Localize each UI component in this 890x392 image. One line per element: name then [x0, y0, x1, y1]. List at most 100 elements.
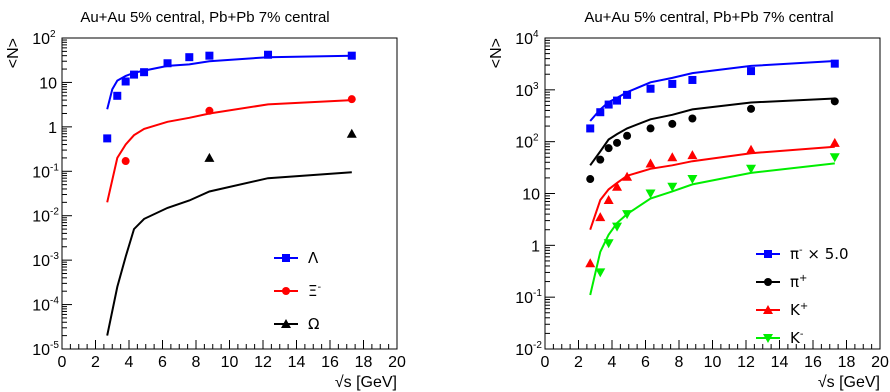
y-tick-exponent: 2	[50, 29, 56, 40]
x-tick-label: 8	[675, 354, 684, 371]
data-point	[668, 79, 677, 88]
series-line	[589, 145, 835, 231]
series-2	[106, 128, 357, 336]
legend-label: π+	[790, 273, 807, 291]
series-0	[103, 50, 356, 143]
data-point	[746, 164, 757, 174]
data-point	[121, 77, 130, 86]
legend-marker	[764, 278, 772, 286]
series-line	[589, 60, 835, 122]
data-point	[130, 70, 139, 79]
y-tick-label: 10	[515, 135, 533, 152]
x-tick-label: 0	[58, 354, 67, 371]
x-tick-label: 16	[321, 354, 339, 371]
series-line	[106, 99, 352, 203]
y-axis-label: <N>	[5, 38, 22, 68]
y-tick-exponent: -3	[50, 251, 59, 262]
x-tick-label: 18	[355, 354, 373, 371]
series-line	[589, 97, 835, 166]
data-point	[645, 189, 656, 199]
y-tick-label: 10	[515, 290, 533, 307]
x-tick-label: 8	[192, 354, 201, 371]
data-point	[595, 212, 606, 222]
data-point	[612, 222, 623, 232]
data-point	[746, 144, 757, 154]
data-point	[603, 239, 614, 249]
series-line	[106, 171, 352, 336]
legend-entry: π- × 5.0	[756, 245, 849, 263]
x-tick-label: 14	[288, 354, 306, 371]
y-tick-label: 10	[39, 75, 57, 92]
legend-entry: Ω	[274, 315, 319, 333]
legend-marker	[281, 319, 291, 328]
x-tick-label: 4	[608, 354, 617, 371]
y-tick-exponent: -4	[50, 296, 59, 307]
y-tick-exponent: 3	[533, 81, 539, 92]
plot-frame	[544, 37, 881, 350]
data-point	[747, 67, 756, 76]
series-1	[106, 95, 356, 203]
data-point	[204, 152, 215, 162]
y-tick-exponent: -2	[50, 207, 59, 218]
x-tick-label: 14	[771, 354, 789, 371]
x-tick-label: 10	[221, 354, 239, 371]
x-axis-label: √s [GeV]	[818, 374, 880, 391]
x-axis-label: √s [GeV]	[335, 374, 397, 391]
data-point	[205, 106, 214, 115]
data-point	[586, 175, 595, 184]
data-point	[347, 51, 356, 60]
y-tick-exponent: 2	[533, 133, 539, 144]
plot-frame	[61, 37, 398, 350]
x-tick-label: 12	[254, 354, 272, 371]
y-axis-label: <N>	[488, 38, 505, 68]
y-tick-label: 10	[32, 342, 50, 359]
chart-right: Au+Au 5% central, Pb+Pb 7% central 0 2 4 6 8 1…	[488, 9, 889, 391]
chart-title: Au+Au 5% central, Pb+Pb 7% central	[80, 9, 329, 26]
data-point	[264, 50, 273, 59]
series-2	[585, 137, 840, 268]
y-tick-label: 10	[32, 253, 50, 270]
y-tick-label: 10	[32, 298, 50, 315]
data-point	[596, 155, 605, 164]
y-tick-label: 10	[522, 187, 540, 204]
data-point	[113, 91, 122, 100]
x-tick-label: 20	[871, 354, 889, 371]
data-point	[347, 95, 356, 104]
legend-marker	[282, 287, 290, 295]
legend-label: π- × 5.0	[790, 245, 849, 263]
data-point	[667, 182, 678, 192]
data-point	[613, 138, 622, 147]
legend-label: Ω	[308, 315, 319, 333]
y-tick-exponent: -1	[533, 288, 542, 299]
data-point	[595, 268, 606, 278]
legend-label: K-	[790, 329, 804, 347]
y-tick-exponent: -2	[533, 340, 542, 351]
y-tick-label: 10	[32, 31, 50, 48]
data-point	[140, 68, 149, 77]
y-tick-label: 10	[32, 209, 50, 226]
legend-marker	[282, 254, 290, 262]
y-tick-exponent: -1	[50, 162, 59, 173]
x-tick-label: 18	[838, 354, 856, 371]
data-point	[623, 131, 632, 140]
x-tick-label: 6	[158, 354, 167, 371]
data-point	[613, 96, 622, 105]
data-point	[667, 152, 678, 162]
data-point	[622, 171, 633, 181]
data-point	[163, 59, 172, 68]
x-tick-label: 10	[704, 354, 722, 371]
x-tick-label: 12	[737, 354, 755, 371]
x-tick-label: 4	[125, 354, 134, 371]
y-tick-label: 10	[515, 83, 533, 100]
data-point	[346, 128, 357, 138]
data-point	[205, 51, 214, 60]
data-point	[646, 124, 655, 133]
legend-label: Λ	[308, 249, 319, 267]
x-tick-label: 6	[641, 354, 650, 371]
data-point	[687, 175, 698, 185]
y-tick-label: 1	[531, 238, 540, 255]
data-point	[623, 90, 632, 99]
data-point	[612, 181, 623, 191]
chart-title: Au+Au 5% central, Pb+Pb 7% central	[584, 9, 833, 26]
